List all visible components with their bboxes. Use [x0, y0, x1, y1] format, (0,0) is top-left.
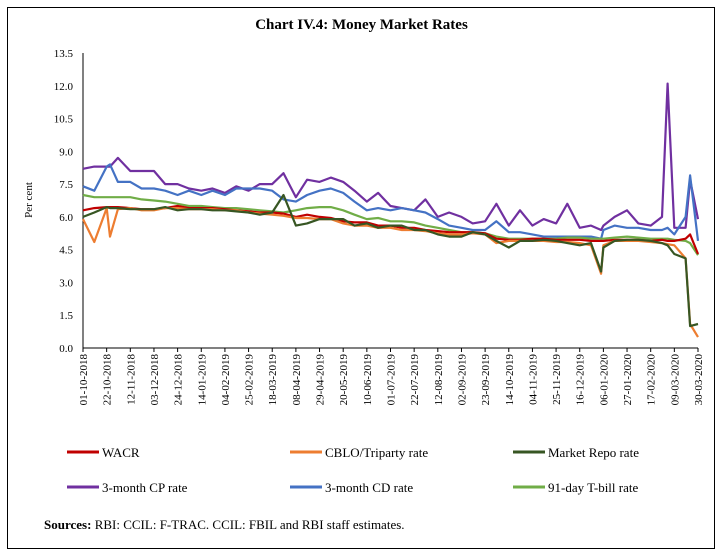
- series-line-market-repo-rate: [82, 193, 699, 328]
- chart-title: Chart IV.4: Money Market Rates: [255, 17, 468, 33]
- y-tick-label: 6.0: [59, 212, 73, 224]
- y-tick-label: 13.5: [54, 48, 74, 60]
- x-tick-label: 18-03-2019: [267, 354, 279, 406]
- x-tick-label: 12-08-2019: [433, 354, 445, 406]
- y-tick-label: 9.0: [59, 146, 73, 158]
- chart-frame: [7, 7, 715, 549]
- legend-label: WACR: [102, 445, 140, 460]
- x-tick-label: 17-02-2020: [646, 354, 658, 406]
- x-tick-label: 25-02-2019: [244, 354, 256, 406]
- x-tick-label: 10-06-2019: [362, 354, 374, 406]
- sources-label: Sources:: [44, 517, 92, 532]
- y-tick-label: 1.5: [59, 310, 73, 322]
- x-tick-label: 27-01-2020: [622, 354, 634, 406]
- x-tick-label: 30-03-2020: [693, 354, 705, 406]
- series-line-3-month-cd-rate: [82, 163, 700, 242]
- y-tick-label: 0.0: [59, 343, 73, 355]
- x-tick-label: 04-02-2019: [220, 354, 232, 406]
- legend-label: 91-day T-bill rate: [548, 480, 638, 495]
- y-tick-label: 7.5: [59, 179, 73, 191]
- x-tick-label: 16-12-2019: [575, 354, 587, 406]
- x-tick-label: 24-12-2018: [173, 354, 185, 406]
- x-tick-label: 14-10-2019: [504, 354, 516, 406]
- y-tick-label: 4.5: [59, 245, 73, 257]
- x-tick-label: 08-04-2019: [291, 354, 303, 406]
- x-tick-label: 14-01-2019: [196, 354, 208, 406]
- legend-label: Market Repo rate: [548, 445, 639, 460]
- x-tick-label: 06-01-2020: [598, 354, 610, 406]
- legend-label: 3-month CP rate: [102, 480, 188, 495]
- series-line-cblo-triparty-rate: [82, 207, 699, 338]
- legend-label: CBLO/Triparty rate: [325, 445, 428, 460]
- x-tick-label: 20-05-2019: [338, 354, 350, 406]
- y-tick-label: 12.0: [54, 81, 74, 93]
- series-line-wacr: [82, 204, 700, 255]
- x-tick-label: 29-04-2019: [315, 354, 327, 406]
- y-tick-label: 3.0: [59, 277, 73, 289]
- series-line-91-day-t-bill-rate: [82, 193, 699, 256]
- x-tick-label: 25-11-2019: [551, 354, 563, 405]
- x-tick-label: 01-07-2019: [386, 354, 398, 406]
- x-tick-label: 01-10-2018: [78, 354, 90, 406]
- x-tick-label: 12-11-2018: [125, 354, 137, 405]
- x-tick-label: 22-10-2018: [102, 354, 114, 406]
- x-tick-label: 22-07-2019: [409, 354, 421, 406]
- x-tick-label: 23-09-2019: [480, 354, 492, 406]
- sources-note: Sources: RBI: CCIL: F-TRAC. CCIL: FBIL a…: [44, 517, 405, 533]
- y-axis-label: Per cent: [23, 182, 35, 218]
- sources-text: RBI: CCIL: F-TRAC. CCIL: FBIL and RBI st…: [91, 517, 405, 532]
- x-tick-label: 09-03-2020: [669, 354, 681, 406]
- x-tick-label: 03-12-2018: [149, 354, 161, 406]
- x-tick-label: 02-09-2019: [456, 354, 468, 406]
- legend-label: 3-month CD rate: [325, 480, 413, 495]
- y-tick-label: 10.5: [54, 114, 74, 126]
- x-tick-label: 04-11-2019: [527, 354, 539, 405]
